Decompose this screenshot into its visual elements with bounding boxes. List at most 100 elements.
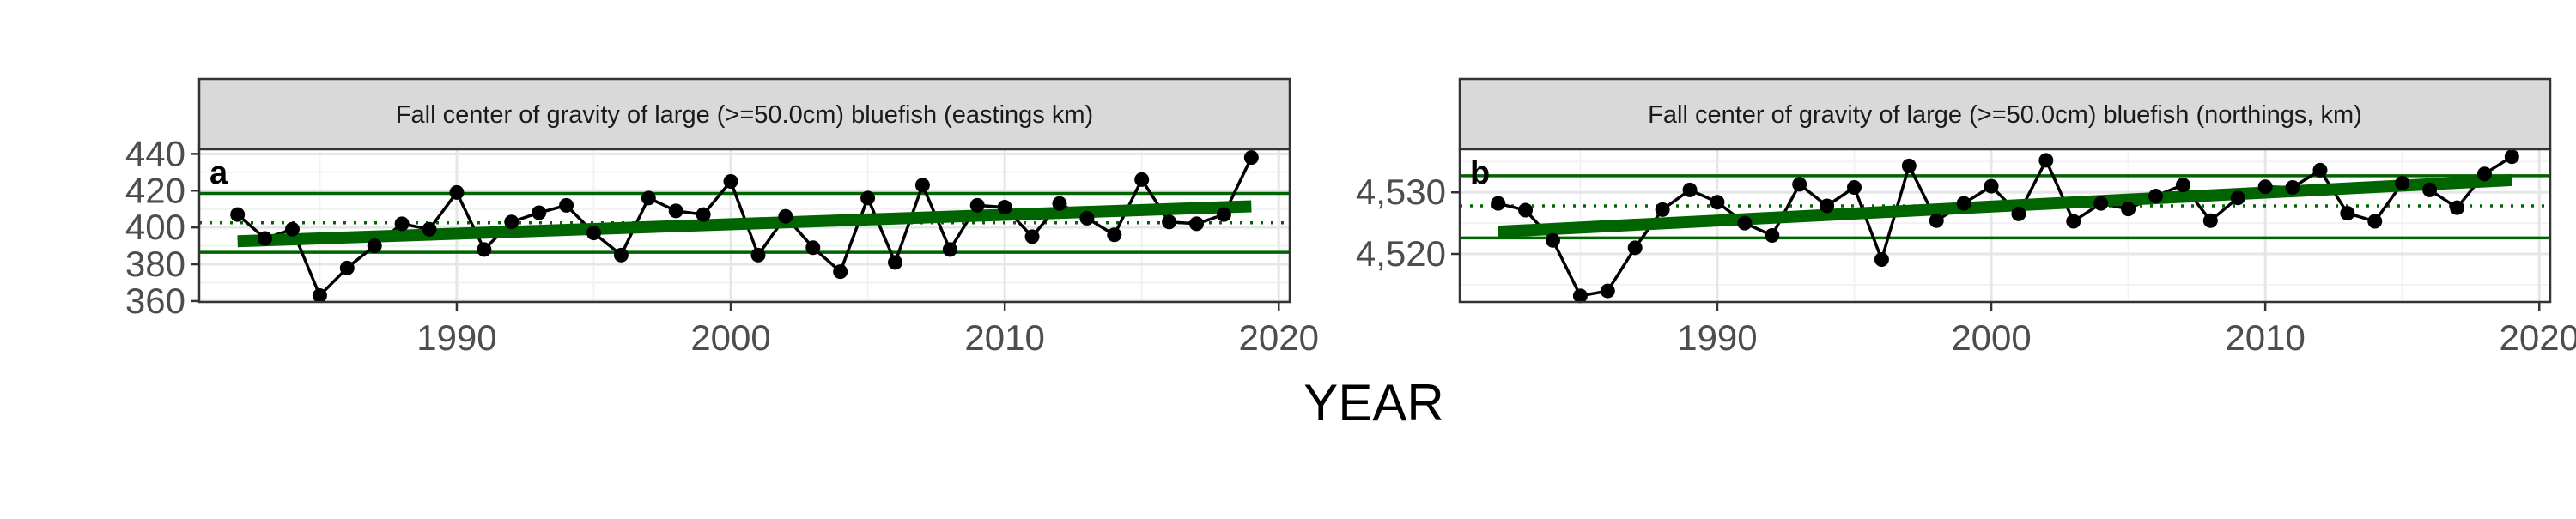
data-point (1737, 215, 1753, 231)
data-point (1765, 227, 1780, 243)
facet-strip (1458, 77, 2552, 151)
data-point (2202, 213, 2218, 228)
x-axis-title: YEAR (1303, 374, 1443, 431)
data-point (641, 190, 656, 206)
data-point (1820, 198, 1835, 214)
data-point (1243, 150, 1259, 166)
trend-line (1498, 173, 2512, 238)
data-point (778, 208, 793, 224)
data-point (284, 221, 300, 237)
facet-strip (197, 77, 1291, 151)
data-point (2230, 190, 2245, 206)
data-point (1846, 180, 1862, 195)
data-point (2312, 162, 2328, 178)
x-tick-label: 2010 (964, 317, 1044, 358)
data-point (1052, 196, 1067, 211)
data-point (2148, 189, 2164, 204)
data-point (723, 174, 738, 190)
data-point (1682, 182, 1698, 197)
y-tick-label: 4,530 (1356, 172, 1446, 212)
data-point (860, 190, 876, 206)
data-point (833, 264, 848, 280)
data-point (1134, 172, 1150, 187)
x-tick-label: 2000 (690, 317, 770, 358)
data-point (1956, 196, 1971, 211)
x-tick-label: 2010 (2225, 317, 2305, 358)
y-tick-label: 4,520 (1356, 233, 1446, 274)
data-point (586, 226, 601, 241)
data-point (1024, 229, 1040, 244)
x-tick-label: 2020 (2500, 317, 2576, 358)
y-tick-label: 360 (125, 281, 185, 321)
panel-border (197, 148, 1291, 304)
data-point (1600, 283, 1615, 299)
data-point (422, 221, 437, 237)
data-point (1107, 227, 1122, 243)
data-point (2285, 180, 2300, 195)
data-point (2395, 175, 2410, 190)
data-point (1545, 232, 1560, 248)
data-point (559, 197, 574, 213)
data-point (504, 214, 519, 230)
data-point (1627, 240, 1643, 256)
data-point (696, 207, 711, 222)
data-point (668, 203, 683, 219)
data-point (2093, 196, 2109, 211)
data-point (258, 231, 273, 246)
data-point (1518, 202, 1534, 218)
data-point (1874, 251, 1889, 267)
x-tick-label: 1990 (416, 317, 496, 358)
data-point (888, 255, 903, 270)
data-point (2422, 182, 2438, 197)
data-point (1491, 196, 1506, 211)
x-tick-label: 1990 (1677, 317, 1757, 358)
data-point (914, 178, 930, 193)
data-point (2367, 214, 2383, 229)
data-point (2038, 153, 2054, 168)
data-point (2476, 166, 2492, 182)
data-point (997, 200, 1012, 215)
data-point (1079, 210, 1095, 226)
data-point (1929, 213, 1944, 228)
trend-line (237, 200, 1252, 248)
facet-title: Fall center of gravity of large (>=50.0c… (396, 101, 1093, 129)
data-point (1984, 178, 1999, 194)
data-point (2450, 200, 2465, 215)
data-point (2340, 206, 2355, 221)
data-point (2066, 214, 2081, 229)
data-point (613, 247, 629, 263)
y-tick-label: 440 (125, 133, 185, 173)
panel-border (1458, 148, 2552, 304)
data-point (312, 287, 327, 303)
data-point (449, 184, 465, 200)
x-tick-label: 2020 (1239, 317, 1319, 358)
data-point (339, 260, 355, 275)
data-point (1189, 216, 1205, 232)
data-point (969, 197, 985, 213)
y-tick-label: 400 (125, 207, 185, 247)
panel-letter: b (1470, 155, 1490, 191)
data-point (367, 238, 382, 254)
data-point (1162, 214, 1177, 230)
y-tick-label: 380 (125, 244, 185, 284)
y-tick-label: 420 (125, 170, 185, 210)
data-point (1901, 158, 1917, 173)
data-point (1710, 195, 1725, 210)
facet-title: Fall center of gravity of large (>=50.0c… (1648, 101, 2362, 129)
data-point (477, 242, 492, 257)
data-point (532, 205, 547, 220)
data-point (1655, 202, 1670, 217)
data-point (805, 240, 821, 256)
panel-letter: a (210, 155, 228, 191)
x-tick-label: 2000 (1951, 317, 2031, 358)
data-point (2175, 178, 2190, 193)
data-point (2257, 179, 2273, 195)
data-point (2121, 202, 2136, 217)
data-point (750, 247, 766, 263)
data-point (1572, 288, 1588, 304)
data-point (394, 216, 410, 232)
data-point (1792, 177, 1807, 192)
data-point (2504, 149, 2519, 165)
